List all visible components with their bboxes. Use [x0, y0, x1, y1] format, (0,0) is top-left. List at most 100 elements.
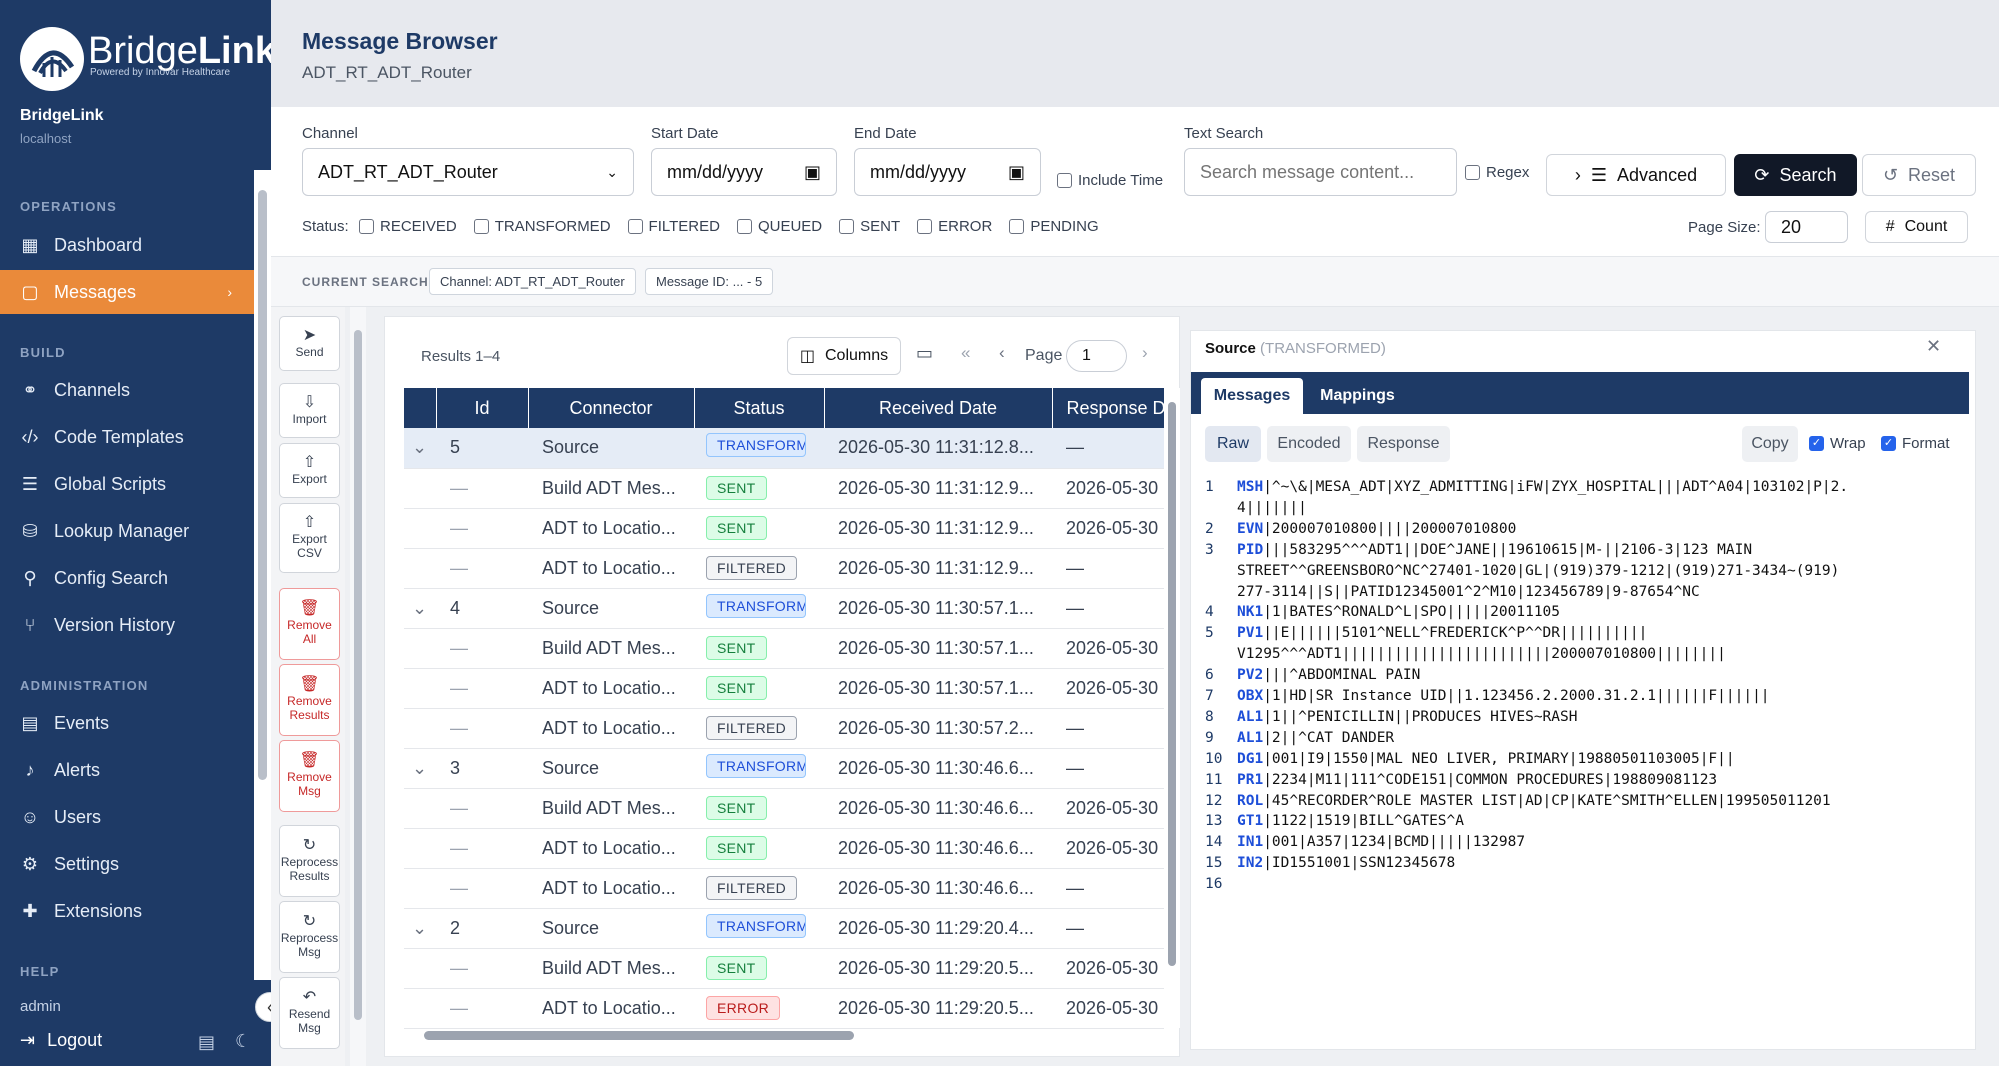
copy-button[interactable]: Copy: [1742, 426, 1798, 462]
view-encoded-button[interactable]: Encoded: [1267, 426, 1351, 462]
checked-checkbox[interactable]: ✓: [1881, 436, 1896, 451]
checked-checkbox[interactable]: ✓: [1809, 436, 1824, 451]
checkbox[interactable]: [359, 219, 374, 234]
view-raw-button[interactable]: Raw: [1205, 426, 1261, 462]
advanced-button[interactable]: › ☰ Advanced: [1546, 154, 1726, 196]
sidebar-item-events[interactable]: ▤ Events: [0, 701, 254, 745]
checkbox[interactable]: [473, 219, 489, 234]
resend-msg-button[interactable]: ↶ Resend Msg: [279, 977, 340, 1049]
table-row[interactable]: — ADT to Locatio... SENT 2026-05-30 11:30:4…: [404, 828, 1164, 869]
wrap-checkbox[interactable]: ✓ Wrap: [1809, 435, 1866, 452]
reprocess-results-button[interactable]: ↻ Reprocess Results: [279, 825, 340, 897]
expand-chevron-icon[interactable]: ⌄: [404, 587, 436, 629]
sidebar-item-settings[interactable]: ⚙ Settings: [0, 842, 254, 886]
channel-select[interactable]: ADT_RT_ADT_Router ⌄: [302, 148, 634, 196]
toolbar-scrollbar-thumb[interactable]: [354, 330, 362, 1020]
status-filtered-checkbox[interactable]: FILTERED: [627, 218, 720, 235]
end-date-input[interactable]: mm/dd/yyyy ▣: [854, 148, 1041, 196]
sidebar-item-alerts[interactable]: ♪ Alerts: [0, 748, 254, 792]
remove-all-button[interactable]: 🗑 Remove All: [279, 588, 340, 660]
table-row[interactable]: — Build ADT Mes... SENT 2026-05-30 11:30:46…: [404, 788, 1164, 829]
start-date-input[interactable]: mm/dd/yyyy ▣: [651, 148, 837, 196]
reprocess-msg-button[interactable]: ↻ Reprocess Msg: [279, 901, 340, 973]
count-button[interactable]: # Count: [1865, 211, 1968, 243]
code-line: PV2|||^ABDOMINAL PAIN: [1237, 665, 1420, 686]
expand-chevron-icon[interactable]: ⌄: [404, 747, 436, 789]
regex-checkbox[interactable]: Regex: [1465, 164, 1529, 181]
close-icon[interactable]: ✕: [1926, 336, 1942, 356]
remove-msg-button[interactable]: 🗑 Remove Msg: [279, 740, 340, 812]
status-sent-checkbox[interactable]: SENT: [839, 218, 900, 235]
sidebar-item-dashboard[interactable]: ▦ Dashboard: [0, 223, 254, 267]
columns-button[interactable]: ◫ Columns: [787, 337, 901, 375]
include-time-checkbox[interactable]: Include Time: [1057, 172, 1163, 189]
sidebar-item-code-templates[interactable]: ‹/› Code Templates: [0, 415, 254, 459]
status-queued-checkbox[interactable]: QUEUED: [736, 218, 822, 235]
results-horizontal-scrollbar-thumb[interactable]: [424, 1031, 854, 1040]
page-size-input[interactable]: 20: [1765, 211, 1848, 243]
import-button[interactable]: ⇩ Import: [279, 383, 340, 438]
table-row[interactable]: — ADT to Locatio... ERROR 2026-05-30 11:29:…: [404, 988, 1164, 1029]
checkbox[interactable]: [736, 219, 752, 234]
expand-chevron-icon[interactable]: ⌄: [404, 428, 436, 469]
table-row[interactable]: — Build ADT Mes... SENT 2026-05-30 11:30:57…: [404, 628, 1164, 669]
sidebar-item-global-scripts[interactable]: ☰ Global Scripts: [0, 462, 254, 506]
checkbox[interactable]: [1465, 165, 1480, 180]
checkbox[interactable]: [1009, 219, 1025, 234]
logout-button[interactable]: ⇥ Logout: [20, 1030, 102, 1051]
remove-results-button[interactable]: 🗑 Remove Results: [279, 664, 340, 736]
text-search-input[interactable]: [1184, 148, 1457, 196]
checkbox[interactable]: [839, 219, 855, 234]
table-row[interactable]: — ADT to Locatio... SENT 2026-05-30 11:31:1…: [404, 508, 1164, 549]
header-id[interactable]: Id: [436, 388, 529, 428]
sidebar-item-version-history[interactable]: ⑂ Version History: [0, 603, 254, 647]
sidebar-item-extensions[interactable]: ✚ Extensions: [0, 889, 254, 933]
layout-icon[interactable]: ▭: [916, 343, 934, 363]
status-error-checkbox[interactable]: ERROR: [917, 218, 992, 235]
layout-toggle-icon[interactable]: ▤: [198, 1032, 216, 1052]
send-button[interactable]: ➤ Send: [279, 316, 340, 371]
export-button[interactable]: ⇧ Export: [279, 443, 340, 498]
header-status[interactable]: Status: [694, 388, 825, 428]
format-checkbox[interactable]: ✓ Format: [1881, 435, 1950, 452]
next-page-icon[interactable]: ›: [1142, 343, 1148, 362]
search-button[interactable]: ⟳ Search: [1734, 154, 1857, 196]
sidebar-item-config-search[interactable]: ⚲ Config Search: [0, 556, 254, 600]
prev-page-icon[interactable]: ‹: [999, 343, 1005, 362]
reset-button[interactable]: ↺ Reset: [1862, 154, 1976, 196]
header-received-date[interactable]: Received Date: [824, 388, 1053, 428]
table-row[interactable]: — ADT to Locatio... FILTERED 2026-05-30 11:…: [404, 708, 1164, 749]
message-content[interactable]: 1 MSH|^~\&|MESA_ADT|XYZ_ADMITTING|iFW|ZYX…: [1205, 477, 1965, 897]
page-input[interactable]: 1: [1066, 340, 1127, 372]
expand-chevron-icon[interactable]: ⌄: [404, 907, 436, 949]
table-row[interactable]: — ADT to Locatio... SENT 2026-05-30 11:30:5…: [404, 668, 1164, 709]
status-pending-checkbox[interactable]: PENDING: [1009, 218, 1099, 235]
checkbox[interactable]: [1057, 173, 1072, 188]
view-response-button[interactable]: Response: [1357, 426, 1450, 462]
sidebar-item-users[interactable]: ☺ Users: [0, 795, 254, 839]
first-page-icon[interactable]: «: [961, 343, 971, 362]
sidebar-item-lookup-manager[interactable]: ⛁ Lookup Manager: [0, 509, 254, 553]
table-row[interactable]: — Build ADT Mes... SENT 2026-05-30 11:31:12…: [404, 468, 1164, 509]
table-row[interactable]: — ADT to Locatio... FILTERED 2026-05-30 11:…: [404, 548, 1164, 589]
sidebar-scrollbar-thumb[interactable]: [258, 190, 267, 780]
tab-messages[interactable]: Messages: [1201, 378, 1303, 414]
checkbox[interactable]: [627, 219, 643, 234]
header-connector[interactable]: Connector: [528, 388, 695, 428]
table-row[interactable]: — ADT to Locatio... FILTERED 2026-05-30 11:…: [404, 868, 1164, 909]
results-vertical-scrollbar-thumb[interactable]: [1168, 402, 1176, 966]
export-csv-button[interactable]: ⇧ Export CSV: [279, 503, 340, 573]
status-received-checkbox[interactable]: RECEIVED: [359, 218, 457, 235]
theme-toggle-icon[interactable]: ☾: [235, 1031, 252, 1051]
checkbox[interactable]: [917, 219, 933, 234]
tab-mappings[interactable]: Mappings: [1320, 387, 1395, 404]
status-transformed-checkbox[interactable]: TRANSFORMED: [473, 218, 611, 235]
table-row[interactable]: — Build ADT Mes... SENT 2026-05-30 11:29:20…: [404, 948, 1164, 989]
sidebar-item-channels[interactable]: ⚭ Channels: [0, 368, 254, 412]
header-response-date[interactable]: Response Date: [1052, 388, 1164, 428]
sidebar-item-messages[interactable]: ▢ Messages ›: [0, 270, 254, 314]
